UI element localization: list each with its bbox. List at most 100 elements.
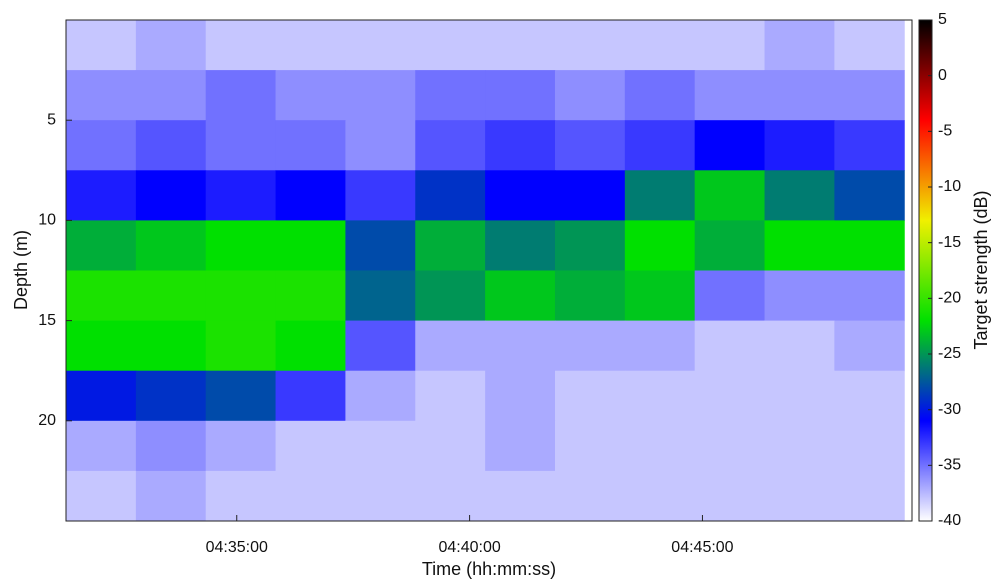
heatmap-cell — [554, 120, 626, 171]
heatmap-cell — [834, 70, 905, 121]
heatmap-cell — [554, 170, 626, 221]
x-tick-label: 04:45:00 — [671, 539, 733, 556]
heatmap-cell — [345, 220, 416, 271]
y-tick-label: 15 — [38, 312, 56, 329]
heatmap-cell — [764, 120, 835, 171]
heatmap-cell — [554, 320, 626, 372]
heatmap-cell — [694, 70, 766, 121]
heatmap-cell — [764, 170, 835, 221]
heatmap-cell — [764, 420, 835, 472]
colorbar-tick-label: -10 — [938, 178, 961, 195]
heatmap-cell — [764, 70, 835, 121]
heatmap-cell — [624, 170, 696, 221]
heatmap-cell — [415, 370, 486, 422]
heatmap-cell — [554, 20, 626, 71]
heatmap-cell — [485, 270, 556, 322]
heatmap-cell — [694, 170, 766, 221]
heatmap-cell — [135, 170, 207, 221]
heatmap-cell — [205, 370, 277, 422]
colorbar-tick-label: -30 — [938, 401, 961, 418]
heatmap-cell — [66, 170, 137, 221]
heatmap-cell — [275, 170, 346, 221]
heatmap-cell — [135, 370, 207, 422]
heatmap-cell — [485, 20, 556, 71]
heatmap-cell — [764, 320, 835, 372]
heatmap-cell — [485, 320, 556, 372]
heatmap-cell — [694, 220, 766, 271]
heatmap-cell — [205, 20, 277, 71]
heatmap-cell — [764, 270, 835, 322]
x-tick-label: 04:35:00 — [206, 539, 268, 556]
colorbar-tick-label: 5 — [938, 11, 947, 28]
heatmap-cell — [415, 20, 486, 71]
heatmap-cell — [66, 370, 137, 422]
heatmap-cell — [415, 470, 486, 522]
heatmap-cell — [485, 420, 556, 472]
heatmap-cell — [135, 220, 207, 271]
heatmap-cell — [135, 70, 207, 121]
x-tick-label: 04:40:00 — [438, 539, 500, 556]
colorbar-tick-label: -20 — [938, 290, 961, 307]
heatmap-cell — [275, 70, 346, 121]
heatmap-cell — [624, 20, 696, 71]
heatmap-cell — [205, 70, 277, 121]
heatmap-cell — [624, 120, 696, 171]
heatmap-cell — [205, 120, 277, 171]
heatmap-cell — [834, 20, 905, 71]
heatmap-cell — [834, 470, 905, 522]
heatmap-cell — [834, 270, 905, 322]
heatmap-cell — [345, 470, 416, 522]
heatmap-cell — [66, 20, 137, 71]
heatmap-cell — [415, 170, 486, 221]
colorbar-label: Target strength (dB) — [971, 190, 991, 349]
heatmap-cell — [485, 120, 556, 171]
heatmap-cell — [205, 170, 277, 221]
heatmap-cell — [345, 70, 416, 121]
heatmap-cell — [834, 320, 905, 372]
heatmap-cell — [554, 370, 626, 422]
heatmap-cell — [345, 120, 416, 171]
heatmap-cell — [205, 220, 277, 271]
heatmap-cell — [275, 420, 346, 472]
heatmap-cell — [345, 320, 416, 372]
heatmap-cell — [135, 20, 207, 71]
heatmap-cell — [554, 70, 626, 121]
heatmap-cell — [624, 270, 696, 322]
heatmap-cell — [205, 470, 277, 522]
heatmap-cell — [205, 420, 277, 472]
heatmap-cell — [345, 270, 416, 322]
heatmap-cell — [415, 420, 486, 472]
heatmap-cell — [275, 270, 346, 322]
heatmap-cell — [275, 120, 346, 171]
heatmap-cell — [834, 370, 905, 422]
heatmap-cell — [764, 370, 835, 422]
heatmap-cell — [834, 170, 905, 221]
heatmap-cell — [834, 220, 905, 271]
heatmap-cell — [694, 270, 766, 322]
heatmap-cell — [345, 370, 416, 422]
heatmap-cell — [485, 470, 556, 522]
heatmap-cell — [66, 270, 137, 322]
heatmap-cell — [205, 270, 277, 322]
heatmap-cell — [345, 170, 416, 221]
heatmap-cell — [694, 320, 766, 372]
heatmap-cell — [345, 20, 416, 71]
y-tick-label: 20 — [38, 412, 56, 429]
heatmap-cell — [764, 220, 835, 271]
heatmap-cell — [415, 220, 486, 271]
heatmap-cell — [554, 270, 626, 322]
heatmap-cell — [415, 120, 486, 171]
heatmap-cell — [275, 320, 346, 372]
heatmap-cell — [624, 370, 696, 422]
heatmap-cell — [135, 420, 207, 472]
heatmap-cell — [205, 320, 277, 372]
heatmap-cell — [485, 70, 556, 121]
heatmap-cell — [275, 20, 346, 71]
heatmap-cell — [764, 20, 835, 71]
heatmap-cell — [66, 70, 137, 121]
heatmap-cell — [554, 470, 626, 522]
heatmap-cell — [624, 70, 696, 121]
heatmap-cell — [554, 420, 626, 472]
heatmap-cell — [764, 470, 835, 522]
